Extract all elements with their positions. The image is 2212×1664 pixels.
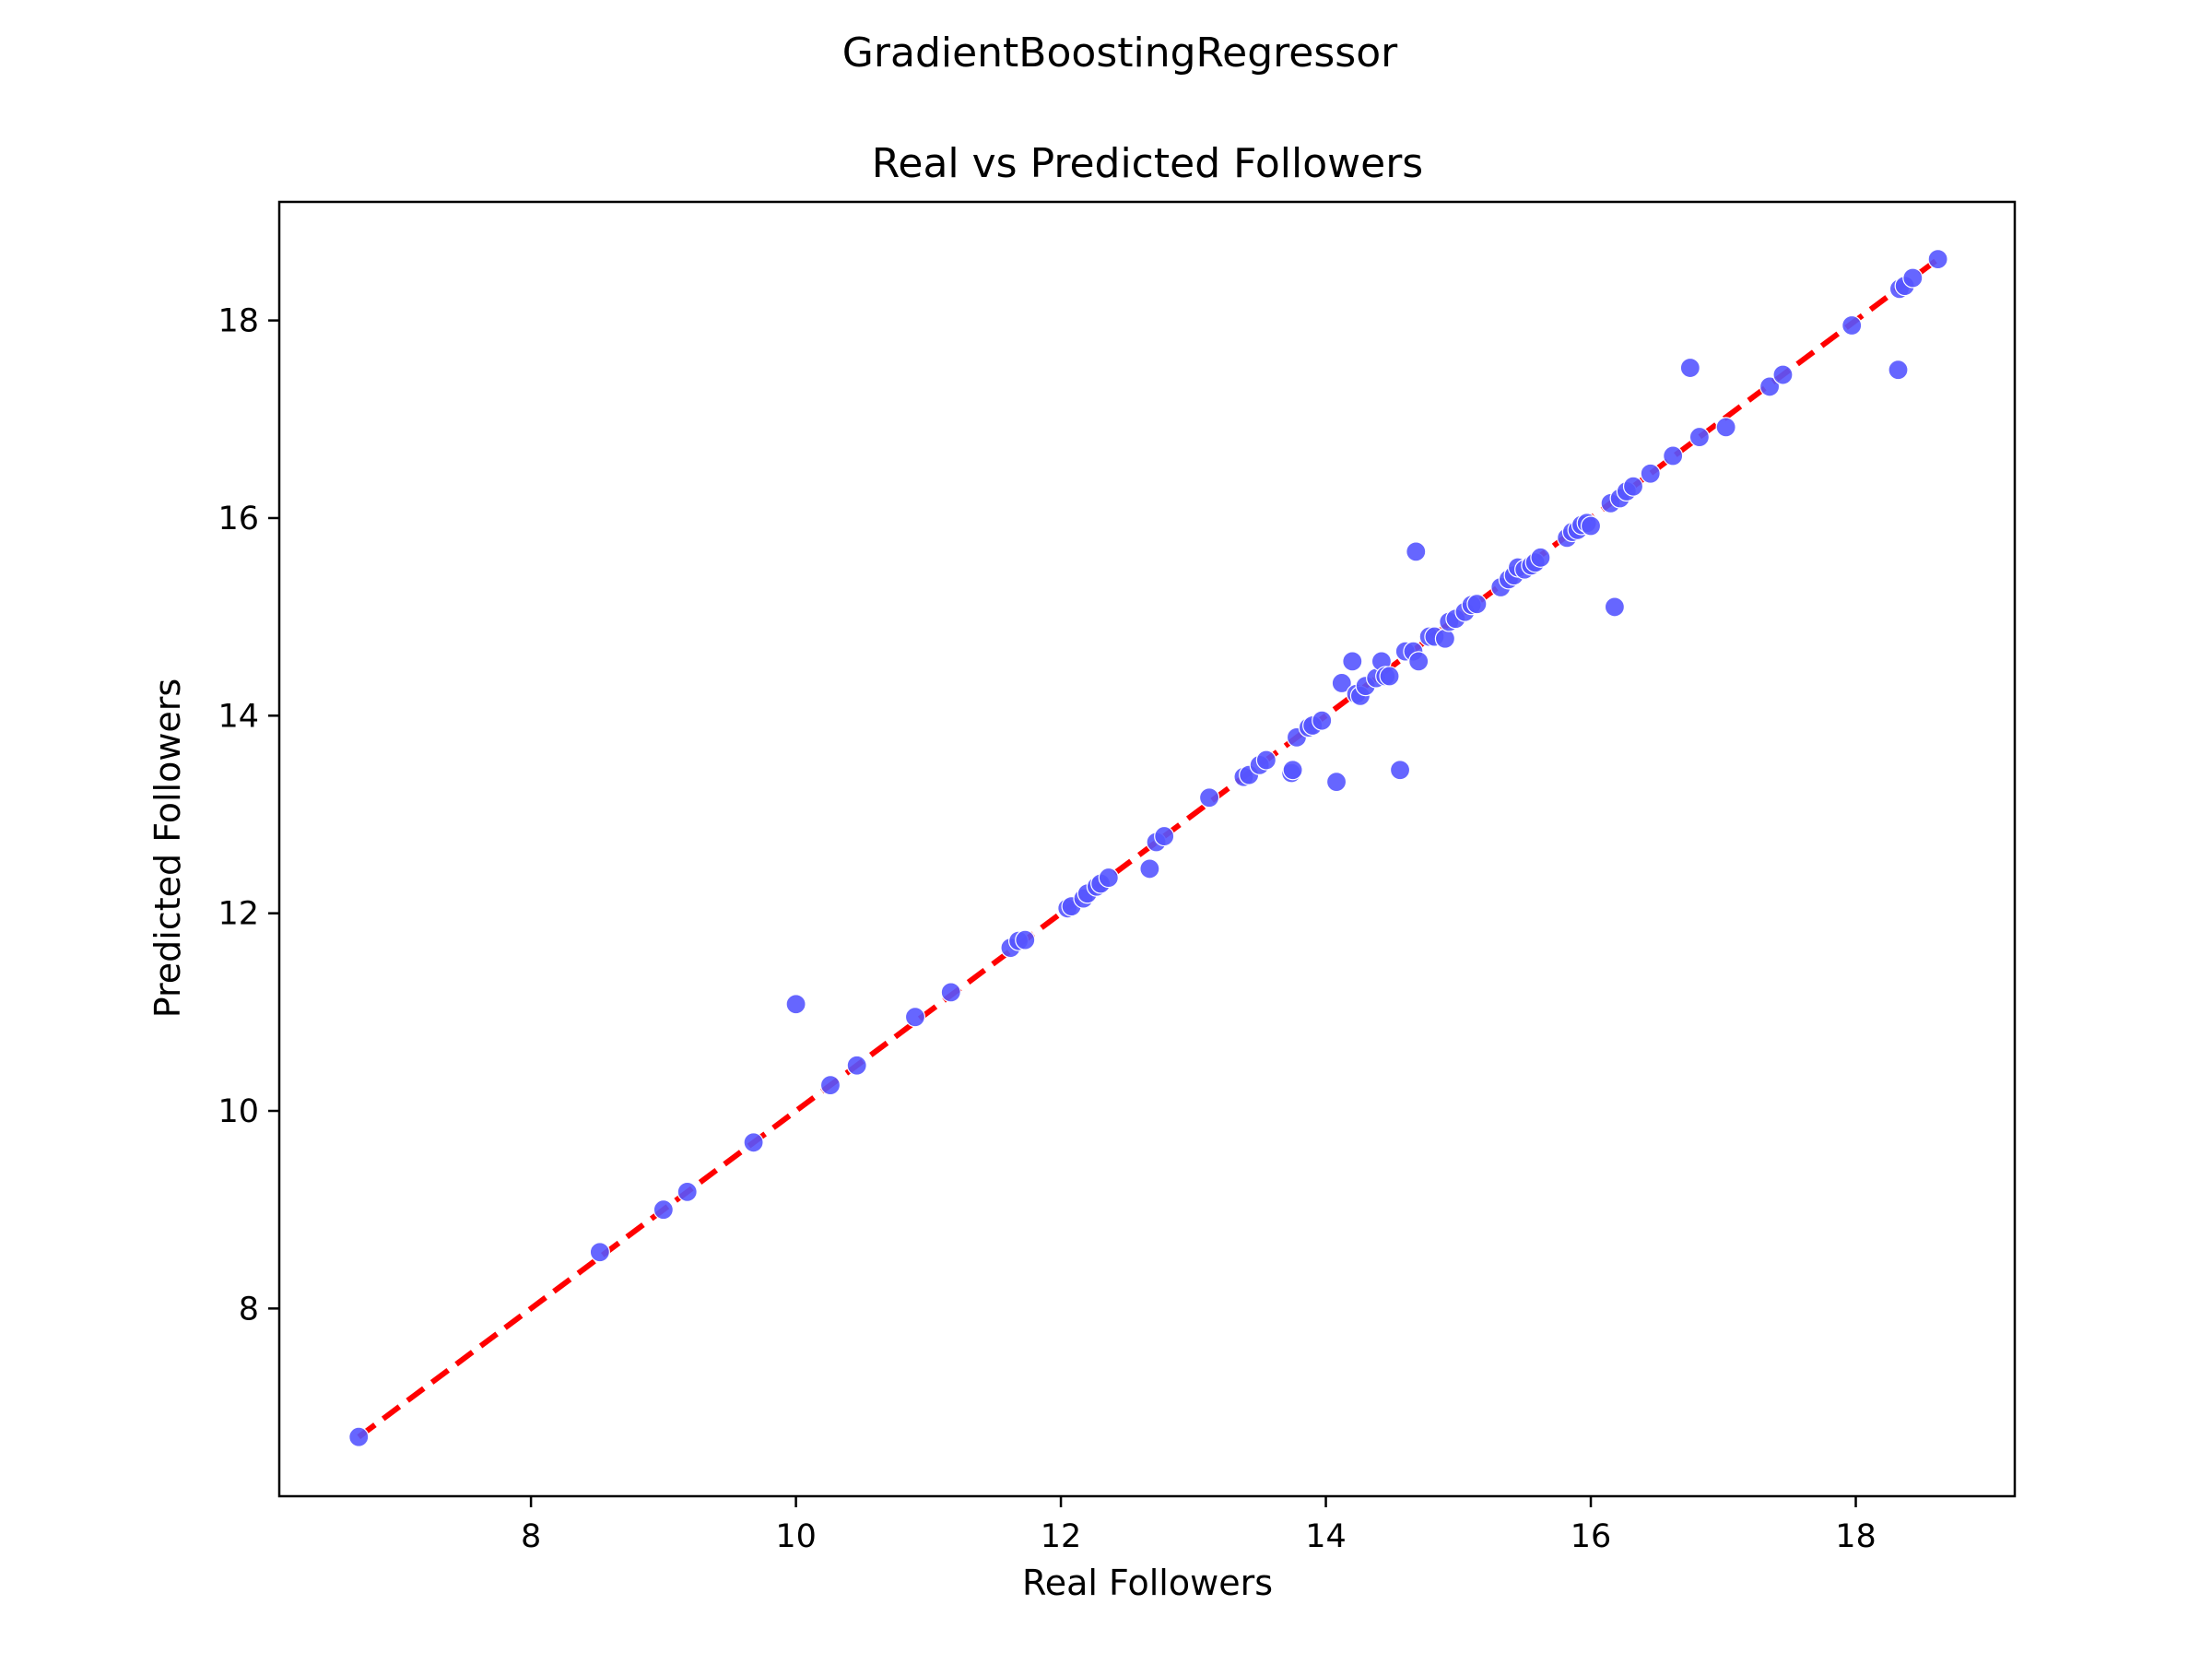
- data-point: [1902, 267, 1924, 289]
- data-point: [1663, 445, 1684, 466]
- data-point: [1154, 825, 1175, 847]
- data-point: [1841, 314, 1863, 336]
- data-point: [743, 1132, 764, 1153]
- data-point: [1342, 651, 1363, 672]
- y-axis-ticks: 8 10 12 14 16 18: [218, 303, 279, 1328]
- data-point: [1715, 417, 1736, 438]
- x-axis-ticks: 8 10 12 14 16 18: [521, 1496, 1877, 1555]
- data-point: [1015, 929, 1036, 950]
- data-point: [1679, 357, 1700, 379]
- data-point: [1406, 541, 1427, 562]
- data-point: [1331, 672, 1352, 694]
- data-point: [1604, 596, 1626, 618]
- data-point: [348, 1426, 370, 1447]
- y-tick-label: 12: [218, 896, 259, 933]
- data-point: [1927, 249, 1948, 270]
- data-point: [1255, 749, 1277, 771]
- data-point: [940, 982, 961, 1003]
- data-point: [1379, 666, 1400, 687]
- data-point: [1312, 710, 1333, 731]
- data-point: [904, 1007, 926, 1028]
- data-point: [819, 1075, 841, 1096]
- y-tick-label: 16: [218, 501, 259, 537]
- x-tick-label: 16: [1571, 1518, 1612, 1555]
- x-axis-label: Real Followers: [1022, 1563, 1273, 1603]
- data-point: [1622, 476, 1644, 497]
- data-point: [1759, 376, 1781, 397]
- data-point: [1282, 760, 1303, 781]
- data-point: [1640, 463, 1661, 484]
- chart-suptitle: GradientBoostingRegressor: [842, 30, 1398, 77]
- data-point: [1688, 426, 1710, 448]
- data-point: [1530, 547, 1551, 568]
- data-point: [1888, 360, 1909, 381]
- data-point: [1139, 858, 1160, 879]
- y-tick-label: 8: [239, 1291, 259, 1328]
- x-tick-label: 14: [1305, 1518, 1347, 1555]
- x-tick-label: 12: [1041, 1518, 1082, 1555]
- data-point: [846, 1055, 867, 1076]
- data-point: [1408, 651, 1430, 672]
- y-tick-label: 10: [218, 1093, 259, 1130]
- x-tick-label: 8: [521, 1518, 541, 1555]
- data-point: [1466, 594, 1488, 615]
- data-point: [1389, 760, 1411, 781]
- data-point: [677, 1181, 698, 1202]
- y-tick-label: 18: [218, 303, 259, 340]
- data-point: [653, 1199, 674, 1221]
- x-tick-label: 18: [1835, 1518, 1877, 1555]
- y-tick-label: 14: [218, 698, 259, 735]
- data-point: [1198, 787, 1220, 808]
- data-point: [785, 994, 806, 1015]
- data-point: [1580, 515, 1602, 537]
- plot-area-frame: [277, 200, 2017, 1498]
- data-point: [1772, 364, 1794, 385]
- data-point: [1325, 772, 1347, 793]
- data-point: [1434, 628, 1456, 649]
- points-layer: [348, 249, 1948, 1447]
- x-tick-label: 10: [775, 1518, 817, 1555]
- data-point: [589, 1242, 610, 1263]
- chart-title: Real vs Predicted Followers: [872, 140, 1423, 187]
- y-axis-label: Predicted Followers: [147, 679, 188, 1018]
- data-point: [1098, 867, 1119, 889]
